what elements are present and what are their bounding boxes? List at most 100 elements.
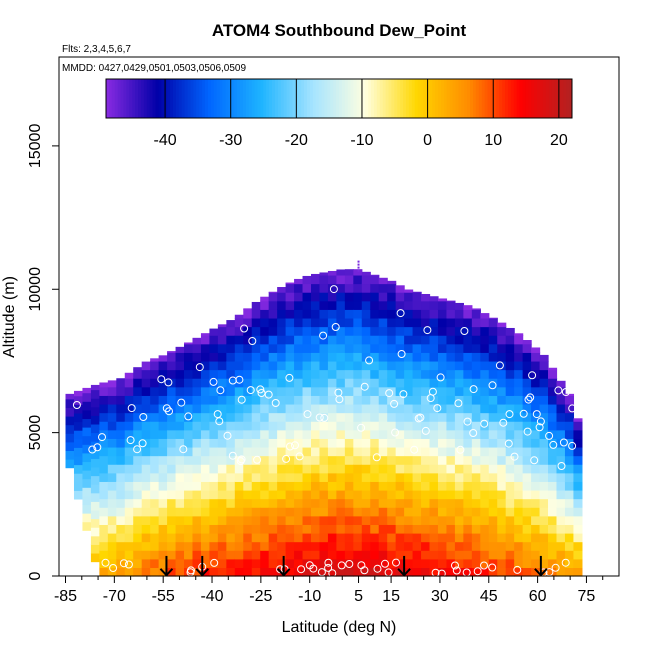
heatmap-cell [387, 326, 397, 336]
heatmap-cell [277, 292, 287, 302]
heatmap-cell [277, 550, 287, 560]
heatmap-cell [412, 360, 422, 371]
heatmap-cell [217, 421, 227, 431]
heatmap-cell [294, 300, 304, 310]
heatmap-cell [421, 558, 431, 568]
heatmap-cell [395, 446, 405, 457]
heatmap-cell [488, 498, 498, 508]
heatmap-cell [167, 360, 177, 371]
heatmap-cell [344, 498, 354, 508]
heatmap-cell [336, 472, 346, 482]
observation-circle [66, 561, 75, 570]
heatmap-cell [90, 406, 100, 416]
heatmap-cell [65, 398, 75, 408]
heatmap-cell [421, 309, 431, 319]
heatmap-cell [471, 541, 481, 551]
heatmap-cell [243, 541, 253, 551]
heatmap-cell [488, 524, 498, 534]
colorbar-swatch [190, 79, 194, 118]
heatmap-cell [200, 472, 211, 482]
observation-circle [138, 439, 147, 448]
heatmap-cell [285, 283, 295, 293]
colorbar-swatch [184, 79, 189, 118]
observation-circle [88, 445, 97, 454]
heatmap-cell [285, 481, 295, 491]
heatmap-cell [429, 507, 439, 517]
heatmap-cell [480, 343, 490, 353]
heatmap-cell [480, 360, 490, 371]
heatmap-cell [141, 369, 151, 379]
heatmap-cell [319, 532, 329, 543]
heatmap-cell [412, 326, 422, 336]
heatmap-cell [268, 507, 278, 517]
heatmap-cell [158, 455, 168, 465]
heatmap-cell [150, 369, 160, 379]
observation-circle [390, 399, 399, 408]
heatmap-cell [437, 429, 448, 439]
heatmap-cell [294, 309, 304, 319]
heatmap-cell [294, 326, 304, 336]
observation-circle [360, 566, 369, 575]
heatmap-cell [344, 274, 354, 285]
heatmap-cell [531, 386, 541, 396]
heatmap-cell [344, 352, 354, 362]
heatmap-cell [480, 446, 490, 457]
heatmap-cell [378, 464, 388, 474]
heatmap-cell [497, 541, 507, 551]
heatmap-cell [217, 472, 227, 482]
heatmap-cell [480, 558, 490, 568]
heatmap-cell [184, 446, 194, 457]
heatmap-cell [353, 395, 363, 405]
heatmap-cell [158, 360, 168, 371]
heatmap-cell [480, 369, 490, 379]
heatmap-cell [175, 352, 185, 362]
heatmap-cell [150, 378, 160, 388]
heatmap-cell [387, 489, 397, 500]
heatmap-cell [514, 378, 524, 388]
heatmap-cell [404, 532, 414, 543]
heatmap-cell [336, 464, 346, 474]
heatmap-cell [361, 412, 371, 422]
heatmap-cell [209, 550, 219, 560]
heatmap-cell [217, 324, 227, 328]
heatmap-cell [480, 313, 490, 319]
heatmap-cell [429, 378, 439, 388]
heatmap-cell [192, 481, 202, 491]
heatmap-cell [217, 455, 227, 465]
heatmap-cell [90, 475, 100, 485]
heatmap-cell [260, 412, 270, 422]
colorbar-swatch [132, 79, 136, 118]
heatmap-cell [471, 352, 481, 362]
heatmap-cell [361, 558, 371, 568]
heatmap-cell [454, 369, 464, 379]
heatmap-cell [497, 446, 507, 457]
heatmap-cell [268, 300, 278, 310]
heatmap-cell [90, 432, 100, 442]
heatmap-cell [548, 367, 558, 371]
heatmap-cell [124, 372, 134, 379]
heatmap-cell [488, 403, 498, 414]
heatmap-cell [150, 464, 160, 474]
heatmap-cell [548, 515, 558, 525]
heatmap-cell [90, 458, 100, 468]
heatmap-cell [311, 446, 321, 457]
heatmap-cell [99, 481, 109, 491]
heatmap-cell [480, 386, 490, 396]
heatmap-cell [302, 524, 312, 534]
heatmap-cell [471, 317, 481, 328]
heatmap-cell [285, 550, 295, 560]
heatmap-cell [421, 550, 431, 560]
heatmap-cell [395, 507, 405, 517]
heatmap-cell [133, 412, 143, 422]
heatmap-cell [437, 378, 448, 388]
heatmap-cell [421, 369, 431, 379]
heatmap-cell [395, 541, 405, 551]
observation-circle [399, 390, 408, 399]
observation-circle [396, 309, 405, 318]
heatmap-cell [200, 395, 211, 405]
heatmap-cell [200, 412, 211, 422]
heatmap-cell [251, 352, 261, 362]
heatmap-cell [158, 541, 168, 551]
heatmap-cell [277, 343, 287, 353]
heatmap-cell [294, 317, 304, 328]
